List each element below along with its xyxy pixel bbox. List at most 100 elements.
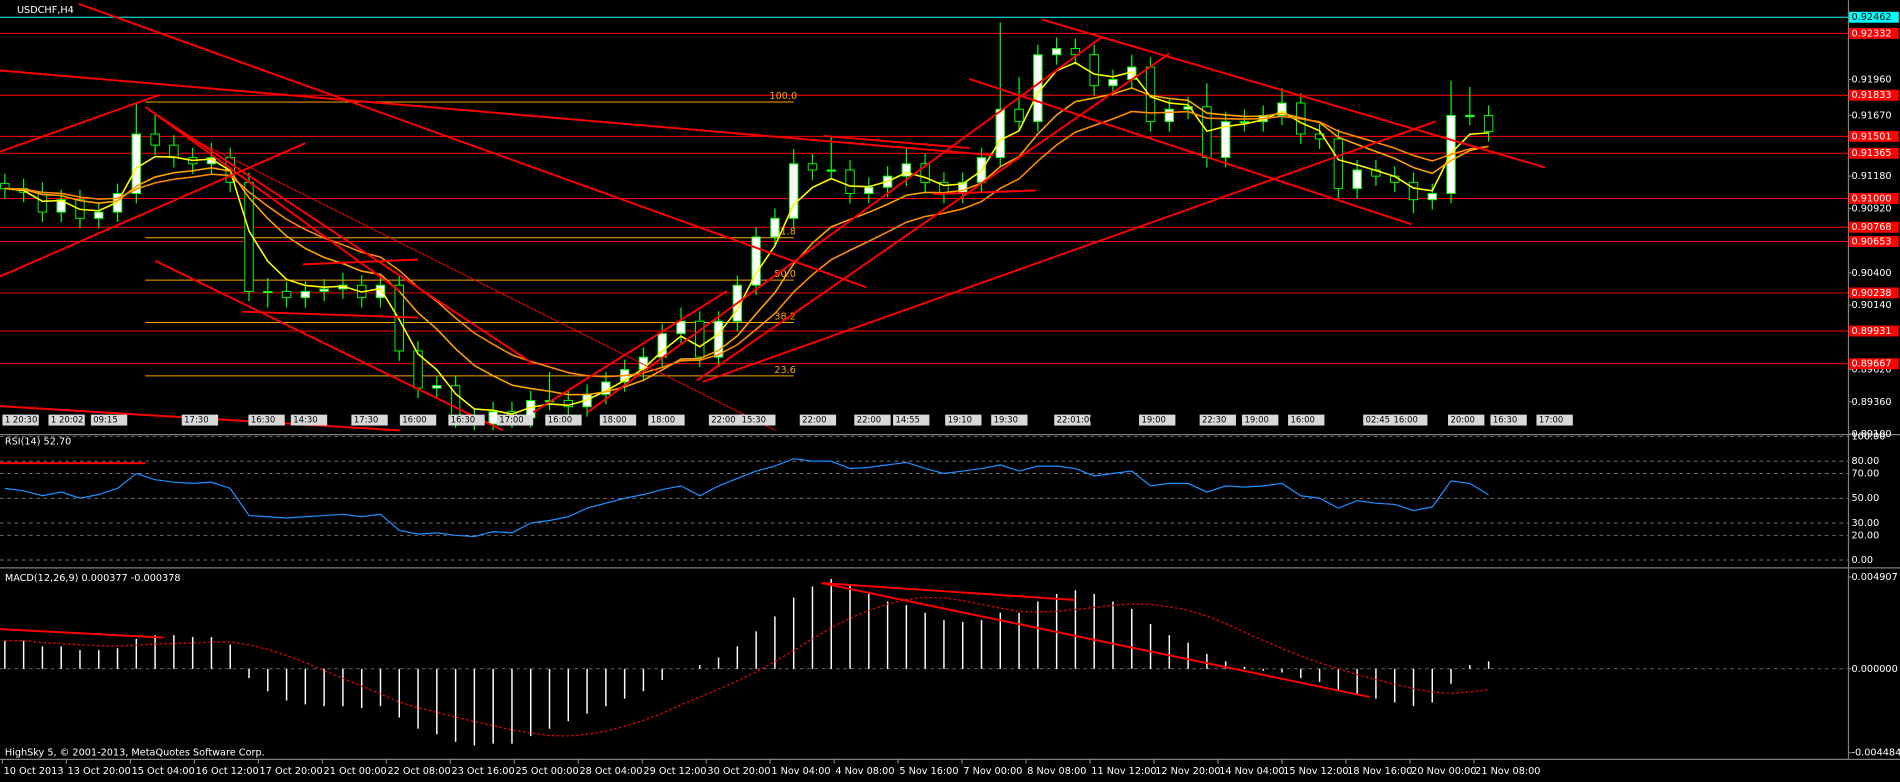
trendlines [0,2,1546,698]
time-marker: 22:00 [711,415,735,425]
trendline [0,142,306,278]
time-marker: 17:30 [184,415,208,425]
candle-body [845,169,855,195]
time-marker-box [799,414,837,426]
candle-body [206,157,217,165]
y-tick-label: 0.000000 [1852,664,1898,675]
trendline [532,290,728,414]
candle-body [1465,114,1475,118]
y-tick-label: 30.00 [1852,518,1880,529]
time-marker: 16:30 [1493,415,1517,425]
y-tick-label: 80.00 [1852,456,1880,467]
candle-body [864,186,874,195]
y-tick-label: 0.91670 [1852,110,1892,121]
level-layer [0,16,1852,754]
x-tick-label: 18 Nov 16:00 [1347,766,1412,777]
level-label-box [1849,287,1899,299]
time-marker: 18:00 [651,415,675,425]
candle-body [1051,47,1062,56]
candle-body [131,133,142,195]
trendline [144,106,401,292]
candle-body [1108,78,1118,87]
time-marker-box [351,414,388,426]
trendline [933,189,1037,196]
x-tick-label: 12 Nov 20:00 [1155,766,1220,777]
candle-body [1333,138,1344,190]
level-label-box [1849,27,1899,39]
x-tick-label: 17 Oct 20:00 [260,766,323,777]
trendline [181,133,776,431]
time-marker-box [2,414,39,426]
time-marker: 17:30 [354,415,378,425]
y-tick-label: 0.90400 [1852,268,1892,279]
fib-label: 23.6 [774,365,796,376]
candle-body [319,288,329,292]
y-tick-label: 0.004907 [1852,572,1898,583]
y-tick-label: 0.89360 [1852,397,1892,408]
time-marker: 22:00 [802,415,826,425]
time-marker: 16:00 [548,415,572,425]
time-marker-box [1536,414,1573,426]
fib-label: 38.2 [774,311,796,322]
candle-body [1483,114,1494,133]
signal-line [4,596,1489,737]
trendline [0,93,161,153]
time-marker-box [739,414,776,426]
trendline [696,52,1170,382]
time-marker-box [545,414,582,426]
y-tick-label: 0.00 [1852,555,1874,566]
rsi-title: RSI(14) 52.70 [5,436,71,447]
trendline [156,114,534,365]
x-tick-label: 16 Oct 12:00 [196,766,259,777]
candle-body [1427,193,1437,201]
rsi-line [4,458,1489,538]
level-label-box [1849,358,1899,370]
trendline [0,628,164,639]
x-tick-label: 29 Oct 12:00 [643,766,706,777]
y-tick-label: 70.00 [1852,469,1880,480]
level-label-box [1849,236,1899,247]
time-marker-box [1490,414,1527,426]
trendline [821,582,1370,698]
time-marker-box [945,414,982,426]
level-label: 0.90768 [1852,222,1892,233]
time-marker: 02:45 [1366,415,1390,425]
fib-label: 61.8 [774,227,796,238]
chart-title: USDCHF,H4 [17,5,74,16]
price-level-label: 0.92462 [1852,12,1892,23]
y-tick-label: 0.91180 [1852,171,1892,182]
time-marker-box [496,414,534,426]
trendline [0,69,994,157]
time-marker: 09:15 [93,415,117,425]
time-marker: 16:00 [1290,415,1314,425]
candle-body [94,211,104,219]
time-marker-box [1391,414,1428,426]
level-label-box [1849,325,1899,337]
level-label-box [1849,147,1899,159]
candle-body [488,411,498,425]
time-marker: 19:00 [1244,415,1268,425]
trendline [1041,18,1546,169]
mark-layer [0,22,1494,746]
time-marker-box [290,414,328,426]
level-label-box [1849,89,1899,101]
candle-body [1239,121,1250,124]
time-marker-box [1199,414,1236,426]
candle-body [1202,106,1212,159]
candle-body [263,290,273,294]
y-tick-label: 0.91960 [1852,74,1892,85]
candle-body [1183,106,1193,110]
candle-body [788,163,799,219]
x-tick-label: 7 Nov 00:00 [963,766,1022,777]
trendline [302,258,419,266]
candle-body [1089,54,1099,87]
macd-title: MACD(12,26,9) 0.000377 -0.000378 [5,573,181,584]
time-marker: 22:01:00 [1057,415,1095,425]
fib-label: 100.0 [769,91,797,102]
fib-label: 50.0 [774,269,796,280]
x-tick-label: 5 Nov 16:00 [899,766,958,777]
time-marker: 17:00 [499,415,523,425]
candle-body [901,163,912,177]
x-tick-label: 22 Oct 08:00 [388,766,451,777]
